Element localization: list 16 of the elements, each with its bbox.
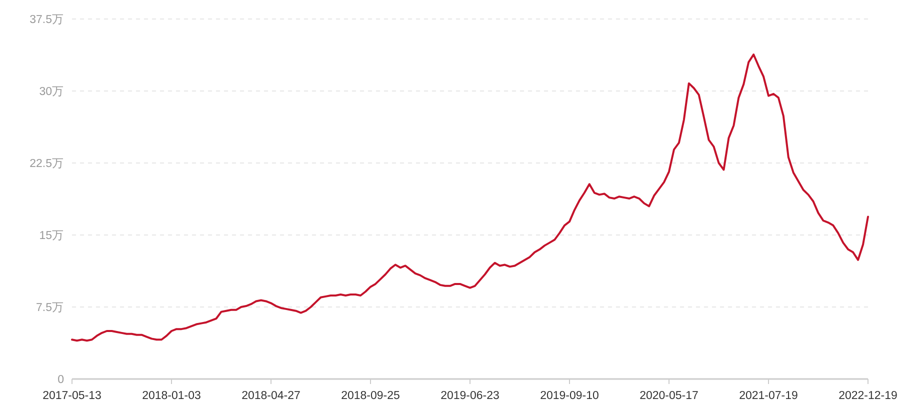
x-tick-label: 2019-06-23 [440, 390, 500, 400]
y-tick-label: 30万 [39, 85, 64, 98]
x-tick-label: 2022-12-19 [838, 390, 898, 400]
x-tick-label: 2021-07-19 [739, 390, 798, 400]
y-tick-label: 22.5万 [30, 157, 64, 170]
y-tick-label: 15万 [39, 229, 64, 242]
line-series [71, 54, 869, 342]
x-tick-label: 2018-04-27 [242, 390, 300, 400]
y-tick-label: 0 [58, 374, 64, 386]
x-tick-label: 2019-09-10 [540, 390, 599, 400]
y-tick-label: 37.5万 [30, 13, 64, 26]
y-tick-label: 7.5万 [36, 301, 64, 314]
x-tick-label: 2018-01-03 [142, 390, 201, 400]
x-tick-label: 2018-09-25 [341, 390, 400, 400]
x-tick-label: 2017-05-13 [42, 390, 102, 400]
x-tick-label: 2020-05-17 [640, 390, 698, 400]
